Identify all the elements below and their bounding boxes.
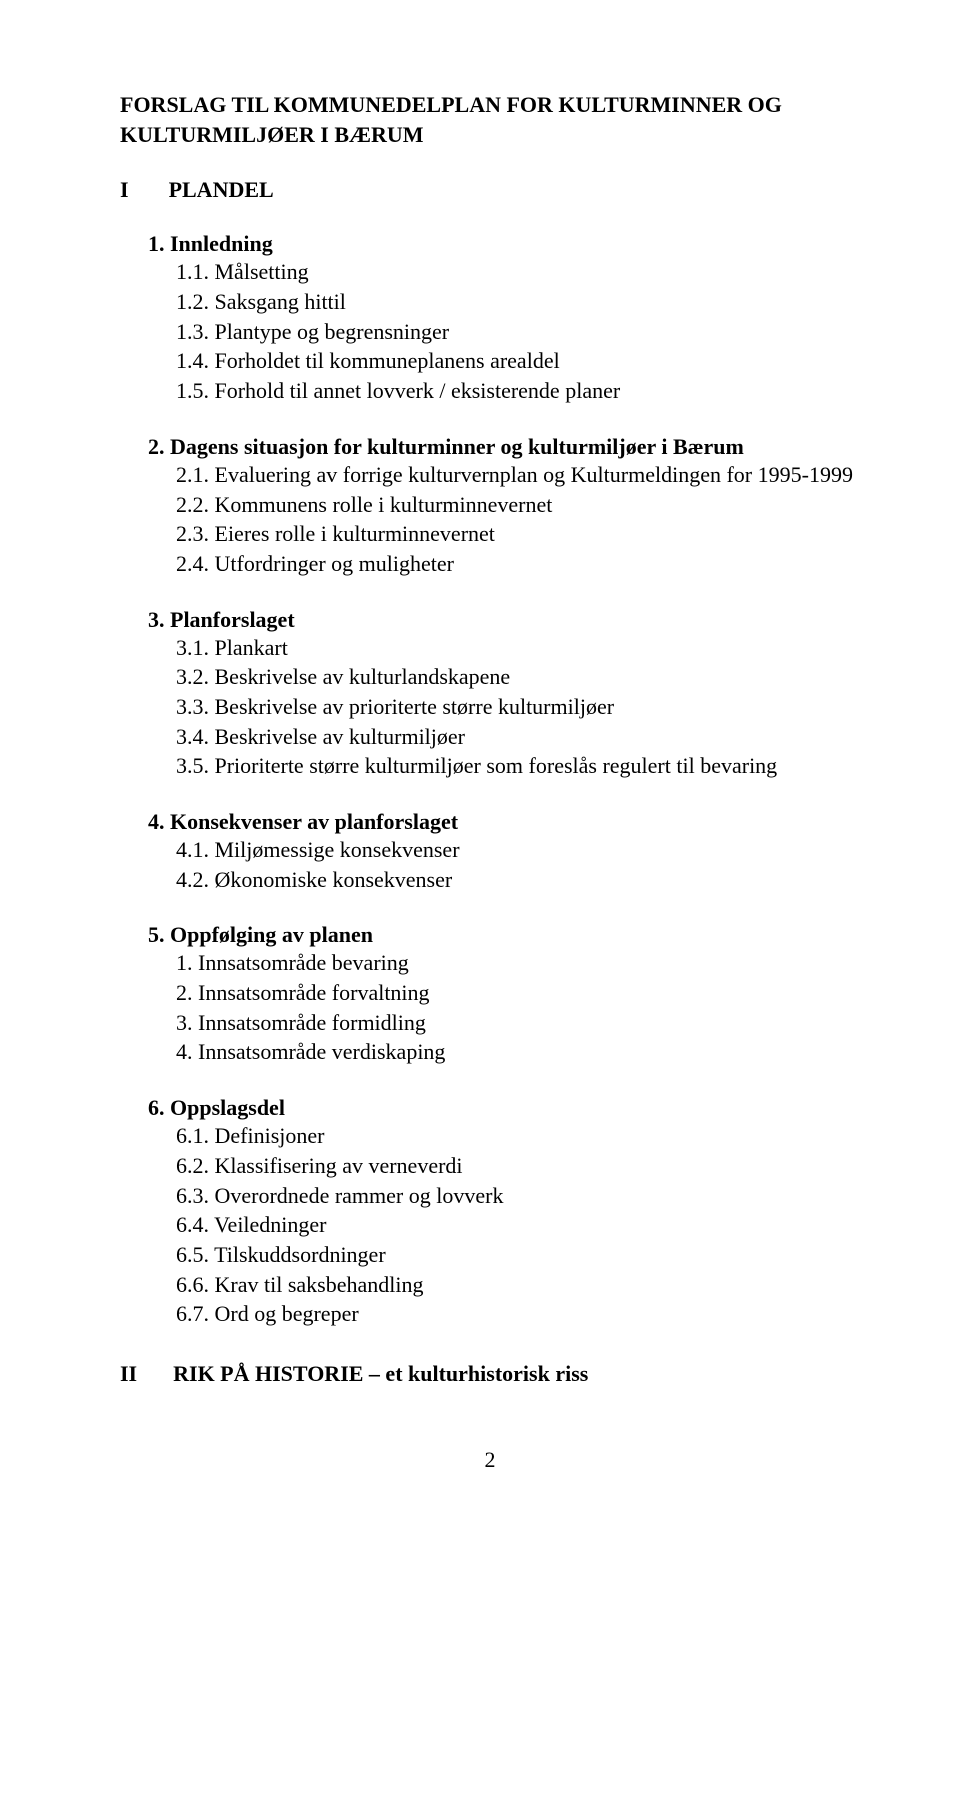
toc-item: 2.2. Kommunens rolle i kulturminnevernet: [176, 490, 860, 520]
document-title: FORSLAG TIL KOMMUNEDELPLAN FOR KULTURMIN…: [120, 90, 860, 149]
toc-item: 6.5. Tilskuddsordninger: [176, 1240, 860, 1270]
toc-num: 2.: [148, 434, 165, 459]
toc-section-4: 4. Konsekvenser av planforslaget 4.1. Mi…: [148, 809, 860, 894]
toc-num: 5.: [148, 922, 165, 947]
section-ii-roman: II: [120, 1361, 137, 1387]
toc-item: 6.2. Klassifisering av verneverdi: [176, 1151, 860, 1181]
toc-heading: Oppfølging av planen: [170, 922, 373, 947]
toc-item: 2.4. Utfordringer og muligheter: [176, 549, 860, 579]
toc-item: 6.4. Veiledninger: [176, 1210, 860, 1240]
toc-num: 3.: [148, 607, 165, 632]
toc-heading: Konsekvenser av planforslaget: [170, 809, 458, 834]
toc-item: 1. Innsatsområde bevaring: [176, 948, 860, 978]
title-line-2: KULTURMILJØER I BÆRUM: [120, 122, 424, 147]
toc-subitems: 3.1. Plankart 3.2. Beskrivelse av kultur…: [148, 633, 860, 781]
toc-item: 1.2. Saksgang hittil: [176, 287, 860, 317]
section-i-roman: I: [120, 177, 129, 203]
section-i-header: I PLANDEL: [120, 177, 860, 203]
toc-item: 3.4. Beskrivelse av kulturmiljøer: [176, 722, 860, 752]
toc-subitems: 2.1. Evaluering av forrige kulturvernpla…: [148, 460, 860, 579]
toc-section-5: 5. Oppfølging av planen 1. Innsatsområde…: [148, 922, 860, 1067]
toc-item: 4. Innsatsområde verdiskaping: [176, 1037, 860, 1067]
toc-item: 6.1. Definisjoner: [176, 1121, 860, 1151]
toc-item: 4.1. Miljømessige konsekvenser: [176, 835, 860, 865]
toc-subitems: 1.1. Målsetting 1.2. Saksgang hittil 1.3…: [148, 257, 860, 405]
toc-item: 3.2. Beskrivelse av kulturlandskapene: [176, 662, 860, 692]
toc-item: 2.1. Evaluering av forrige kulturvernpla…: [176, 460, 860, 490]
toc-item: 1.4. Forholdet til kommuneplanens areald…: [176, 346, 860, 376]
section-i-label: PLANDEL: [169, 177, 274, 203]
document-page: FORSLAG TIL KOMMUNEDELPLAN FOR KULTURMIN…: [0, 0, 960, 1513]
toc-num: 4.: [148, 809, 165, 834]
toc-item: 1.1. Målsetting: [176, 257, 860, 287]
toc-heading: Planforslaget: [170, 607, 295, 632]
toc-item: 6.3. Overordnede rammer og lovverk: [176, 1181, 860, 1211]
section-ii-header: II RIK PÅ HISTORIE – et kulturhistorisk …: [120, 1361, 860, 1387]
title-line-1: FORSLAG TIL KOMMUNEDELPLAN FOR KULTURMIN…: [120, 92, 782, 117]
page-number: 2: [120, 1447, 860, 1473]
toc-subitems: 6.1. Definisjoner 6.2. Klassifisering av…: [148, 1121, 860, 1329]
toc-item: 4.2. Økonomiske konsekvenser: [176, 865, 860, 895]
toc-item: 1.5. Forhold til annet lovverk / eksiste…: [176, 376, 860, 406]
toc-list: 1. Innledning 1.1. Målsetting 1.2. Saksg…: [120, 231, 860, 1329]
toc-heading: Innledning: [170, 231, 273, 256]
toc-item: 6.6. Krav til saksbehandling: [176, 1270, 860, 1300]
toc-subitems: 4.1. Miljømessige konsekvenser 4.2. Økon…: [148, 835, 860, 894]
section-ii-label: RIK PÅ HISTORIE – et kulturhistorisk ris…: [173, 1361, 588, 1387]
toc-item: 2. Innsatsområde forvaltning: [176, 978, 860, 1008]
toc-item: 3.3. Beskrivelse av prioriterte større k…: [176, 692, 860, 722]
toc-heading: Oppslagsdel: [170, 1095, 285, 1120]
toc-heading: Dagens situasjon for kulturminner og kul…: [170, 434, 744, 459]
toc-num: 6.: [148, 1095, 165, 1120]
toc-section-2: 2. Dagens situasjon for kulturminner og …: [148, 434, 860, 579]
toc-item: 3. Innsatsområde formidling: [176, 1008, 860, 1038]
toc-subitems: 1. Innsatsområde bevaring 2. Innsatsområ…: [148, 948, 860, 1067]
toc-section-1: 1. Innledning 1.1. Målsetting 1.2. Saksg…: [148, 231, 860, 405]
toc-section-6: 6. Oppslagsdel 6.1. Definisjoner 6.2. Kl…: [148, 1095, 860, 1329]
toc-item: 2.3. Eieres rolle i kulturminnevernet: [176, 519, 860, 549]
toc-item: 3.1. Plankart: [176, 633, 860, 663]
toc-item: 6.7. Ord og begreper: [176, 1299, 860, 1329]
toc-item: 3.5. Prioriterte større kulturmiljøer so…: [176, 751, 860, 781]
toc-num: 1.: [148, 231, 165, 256]
toc-section-3: 3. Planforslaget 3.1. Plankart 3.2. Besk…: [148, 607, 860, 781]
toc-item: 1.3. Plantype og begrensninger: [176, 317, 860, 347]
